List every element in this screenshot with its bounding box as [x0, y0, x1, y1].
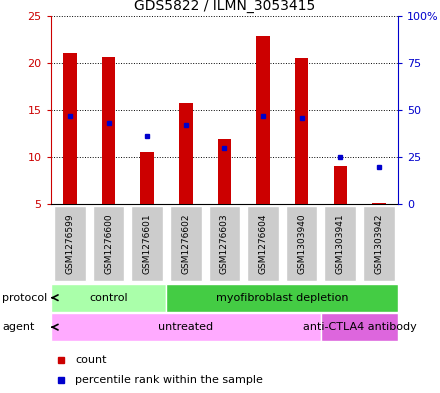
Text: GSM1303942: GSM1303942	[374, 213, 383, 274]
Text: anti-CTLA4 antibody: anti-CTLA4 antibody	[303, 322, 416, 332]
Text: GSM1303940: GSM1303940	[297, 213, 306, 274]
Text: percentile rank within the sample: percentile rank within the sample	[75, 375, 263, 385]
Text: GSM1276599: GSM1276599	[66, 213, 74, 274]
FancyBboxPatch shape	[170, 206, 202, 281]
Text: untreated: untreated	[158, 322, 213, 332]
FancyBboxPatch shape	[247, 206, 279, 281]
Bar	[179, 103, 193, 204]
Bar	[295, 58, 308, 204]
Bar	[102, 57, 115, 204]
Text: control: control	[89, 293, 128, 303]
Text: count: count	[75, 355, 106, 365]
Text: GSM1276601: GSM1276601	[143, 213, 152, 274]
Bar	[140, 152, 154, 204]
FancyBboxPatch shape	[324, 206, 356, 281]
FancyBboxPatch shape	[286, 206, 318, 281]
FancyBboxPatch shape	[51, 284, 166, 312]
Text: GSM1276604: GSM1276604	[259, 213, 268, 274]
Text: agent: agent	[2, 322, 35, 332]
Bar	[218, 139, 231, 204]
Text: GSM1303941: GSM1303941	[336, 213, 345, 274]
Text: protocol: protocol	[2, 293, 48, 303]
Text: GSM1276600: GSM1276600	[104, 213, 113, 274]
FancyBboxPatch shape	[51, 313, 321, 341]
Text: GSM1276602: GSM1276602	[181, 213, 190, 274]
FancyBboxPatch shape	[209, 206, 240, 281]
FancyBboxPatch shape	[54, 206, 86, 281]
FancyBboxPatch shape	[363, 206, 395, 281]
FancyBboxPatch shape	[131, 206, 163, 281]
Text: myofibroblast depletion: myofibroblast depletion	[216, 293, 348, 303]
Bar	[256, 37, 270, 204]
FancyBboxPatch shape	[93, 206, 125, 281]
Bar	[63, 53, 77, 204]
FancyBboxPatch shape	[321, 313, 398, 341]
Bar	[334, 166, 347, 204]
Title: GDS5822 / ILMN_3053415: GDS5822 / ILMN_3053415	[134, 0, 315, 13]
FancyBboxPatch shape	[166, 284, 398, 312]
Text: GSM1276603: GSM1276603	[220, 213, 229, 274]
